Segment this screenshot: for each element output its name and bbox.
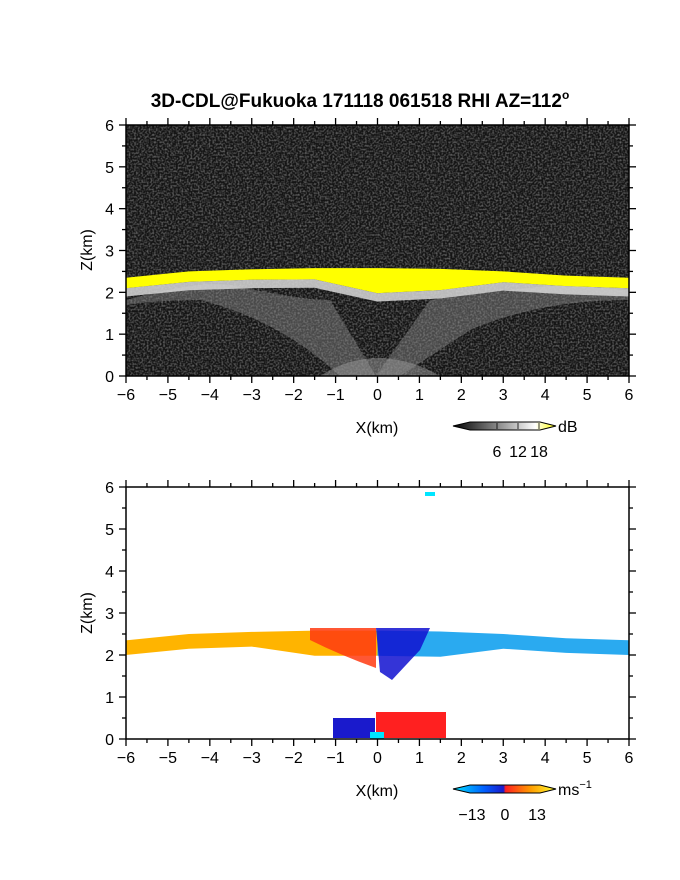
chart-title: 3D-CDL@Fukuoka 171118 061518 RHI AZ=112o [151,88,570,112]
x-tick-label: −5 [159,750,177,767]
velocity-lowlevel-positive [376,712,446,738]
velocity-panel: −6 −5 −4 −3 −2 −1 0 1 2 3 4 5 6 0 1 2 3 4 5 6 Z(km) X(km) m… [79,480,636,824]
x-tick-label: −3 [243,387,261,404]
backscatter-layer-underside [126,279,629,302]
x-tick-label: −5 [159,387,177,404]
y-tick-label: 4 [105,564,114,581]
velocity-background [126,487,629,739]
velocity-layer-negative [377,630,629,657]
x-tick-label: 4 [541,750,550,767]
backscatter-noise [126,125,629,376]
colorbar: dB 6 12 18 [452,419,578,461]
x-tick-label: −4 [201,750,219,767]
y-tick-label: 0 [105,732,114,749]
x-tick-label: 1 [415,387,424,404]
colorbar-tick-label: 6 [493,444,502,461]
x-tick-label: 5 [583,750,592,767]
backscatter-subcloud [126,284,629,376]
x-tick-label: 6 [625,750,634,767]
y-tick-label: 2 [105,285,114,302]
x-tick-label: −6 [117,387,135,404]
x-tick-label: 4 [541,387,550,404]
y-tick-label: 1 [105,327,114,344]
x-tick-label: 2 [457,750,466,767]
colorbar-tick-label: 18 [530,444,548,461]
y-tick-label: 5 [105,160,114,177]
colorbar-tick-label: −13 [458,807,485,824]
y-tick-label: 0 [105,369,114,386]
y-tick-label: 3 [105,606,114,623]
backscatter-surface-glow [320,358,440,376]
x-tick-label: −3 [243,750,261,767]
backscatter-cloud-layer [126,268,629,294]
y-tick-label: 2 [105,648,114,665]
y-axis-label: Z(km) [79,592,96,634]
colorbar-tick-label: 0 [501,807,510,824]
x-axis-label: X(km) [356,783,399,800]
x-tick-label: 2 [457,387,466,404]
x-tick-label: −4 [201,387,219,404]
velocity-surface-cyan [370,732,384,739]
velocity-lowlevel-negative [333,718,375,738]
colorbar-tick-label: 12 [509,444,527,461]
x-tick-label: −2 [285,750,303,767]
y-tick-label: 6 [105,480,114,497]
x-tick-label: −2 [285,387,303,404]
x-tick-label: 3 [499,750,508,767]
x-tick-label: 6 [625,387,634,404]
x-tick-label: 0 [373,387,382,404]
x-axis-label: X(km) [356,420,399,437]
colorbar: ms−1 −13 0 13 [452,779,592,824]
y-tick-label: 1 [105,690,114,707]
x-tick-label: 0 [373,750,382,767]
velocity-blue-core [376,628,430,680]
colorbar-body [452,784,557,794]
x-tick-label: 1 [415,750,424,767]
y-tick-label: 6 [105,118,114,135]
y-axis-label: Z(km) [79,229,96,271]
y-tick-label: 3 [105,244,114,261]
velocity-red-core [310,628,376,668]
x-tick-label: −1 [326,387,344,404]
y-tick-label: 5 [105,522,114,539]
y-tick-label: 4 [105,202,114,219]
colorbar-body [452,421,557,431]
x-tick-label: 5 [583,387,592,404]
velocity-speck [425,492,435,496]
colorbar-unit: dB [558,419,578,436]
x-tick-label: 3 [499,387,508,404]
x-tick-label: −1 [326,750,344,767]
x-tick-label: −6 [117,750,135,767]
colorbar-unit: ms−1 [558,779,592,799]
colorbar-tick-label: 13 [528,807,546,824]
